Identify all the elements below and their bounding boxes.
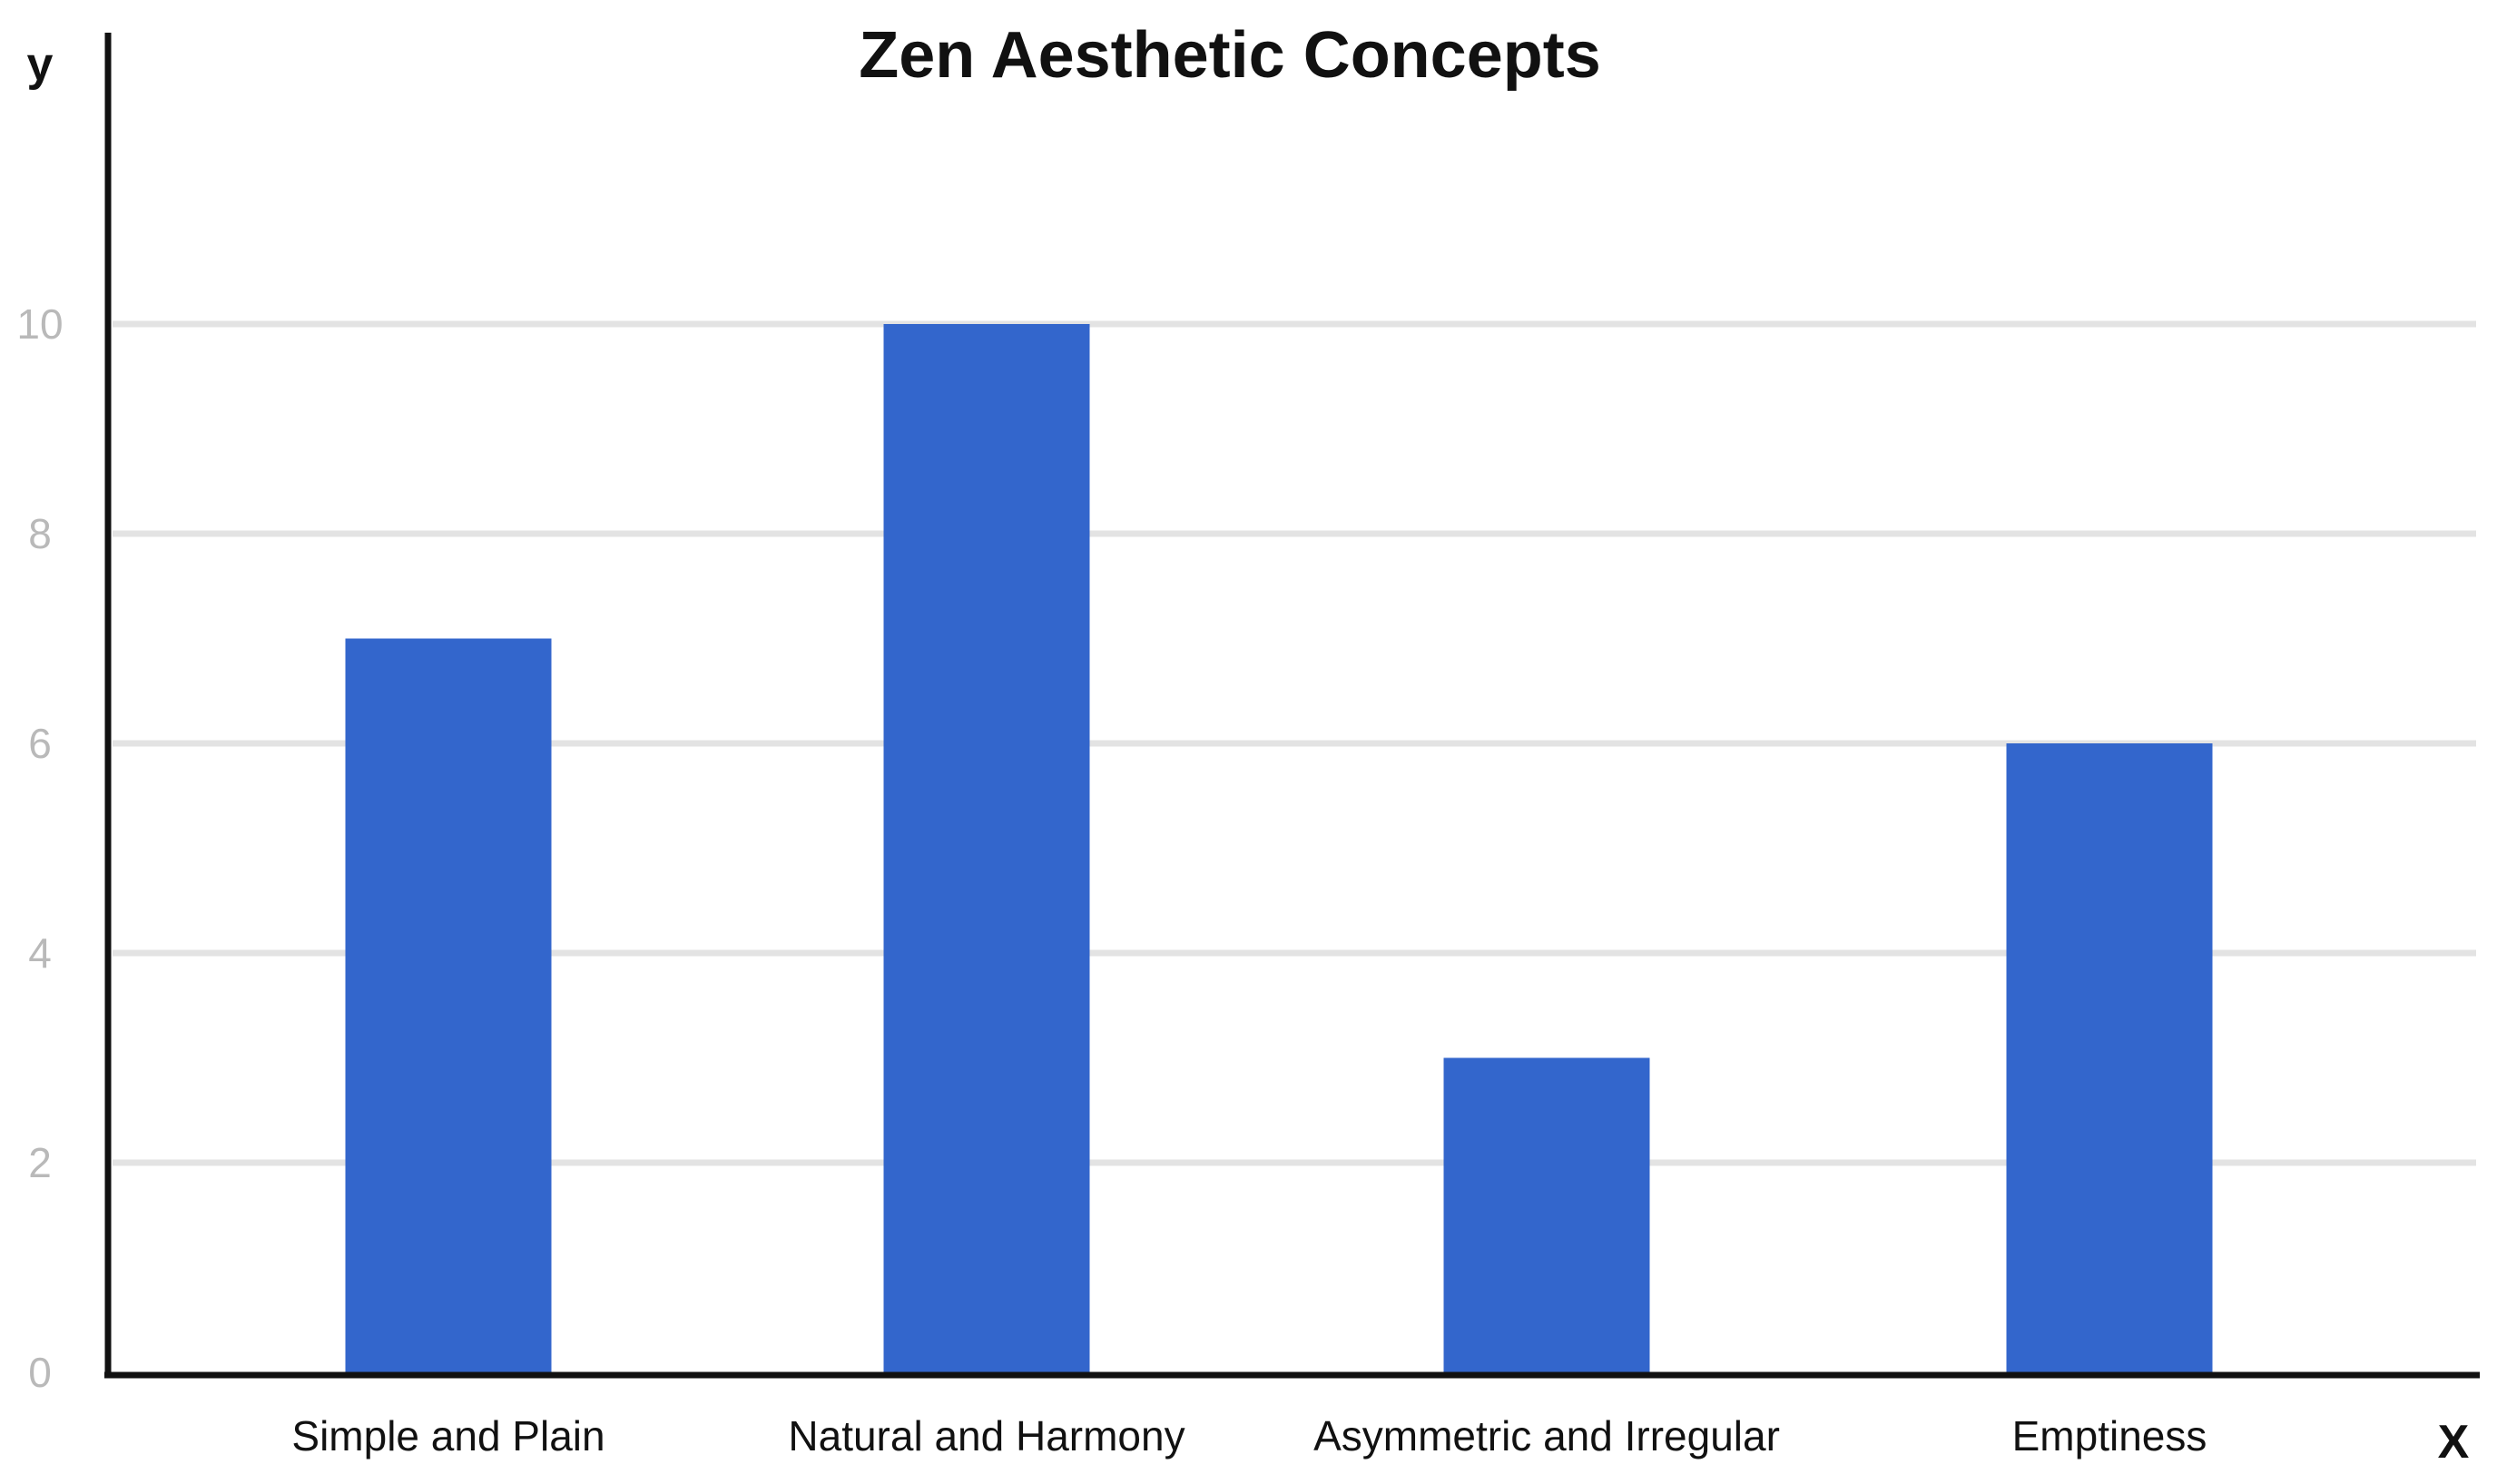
bar: [1443, 1057, 1650, 1372]
bar: [345, 638, 552, 1372]
bar: [2006, 743, 2213, 1372]
x-tick-label: Simple and Plain: [291, 1412, 605, 1459]
x-tick-label: Asymmetric and Irregular: [1313, 1412, 1780, 1459]
x-tick-label: Emptiness: [2012, 1412, 2207, 1459]
y-axis-label: y: [27, 38, 54, 91]
x-tick-label: Natural and Harmony: [788, 1412, 1185, 1459]
chart-title: Zen Aesthetic Concepts: [859, 19, 1601, 92]
x-tick-labels: Simple and Plain Natural and Harmony Asymm…: [291, 1412, 2207, 1459]
bars: [345, 324, 2213, 1372]
y-tick-label: 6: [28, 720, 52, 767]
y-tick-label: 10: [16, 300, 63, 348]
x-axis-label: X: [2438, 1416, 2470, 1469]
y-tick-labels: 0 2 4 6 8 10: [16, 300, 63, 1396]
y-tick-label: 0: [28, 1349, 52, 1396]
y-tick-label: 4: [28, 929, 52, 977]
y-tick-label: 2: [28, 1139, 52, 1186]
bar: [883, 324, 1090, 1372]
y-tick-label: 8: [28, 510, 52, 557]
